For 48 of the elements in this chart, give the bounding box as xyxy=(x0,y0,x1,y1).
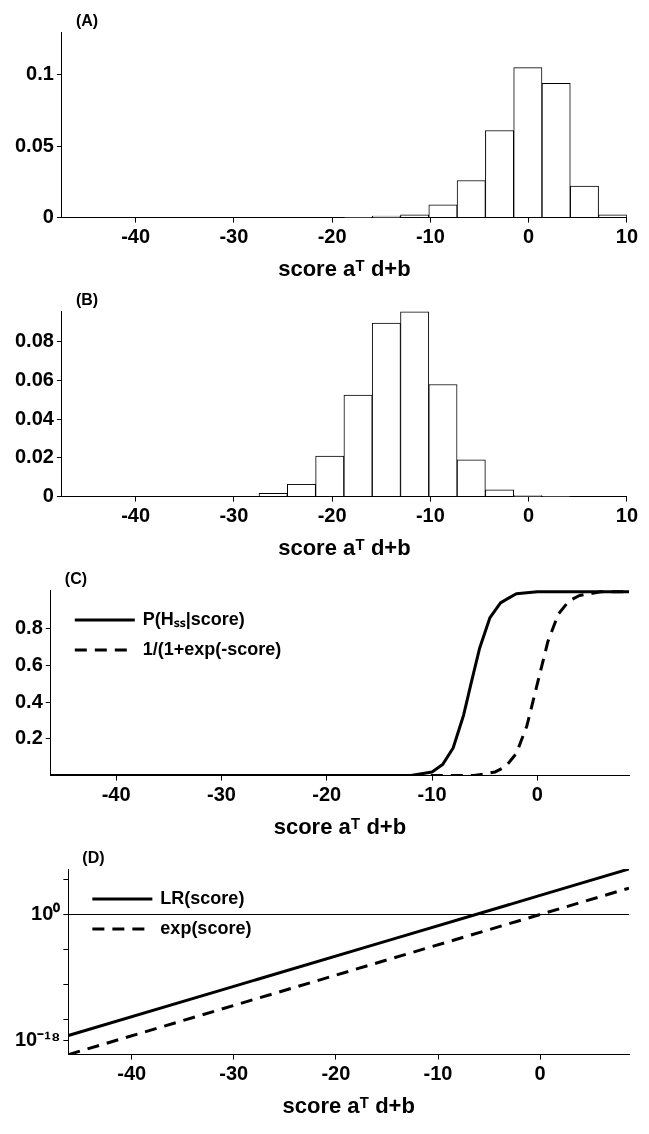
x-tick-label: -20 xyxy=(312,783,342,806)
x-tick-label: -20 xyxy=(317,225,347,248)
y-tick-label: 0.05 xyxy=(14,133,54,156)
x-tick-label: 0 xyxy=(531,783,543,806)
x-axis-title: score aᵀ d+b xyxy=(282,1092,415,1118)
x-tick-label: -30 xyxy=(219,225,249,248)
legend-label: exp(score) xyxy=(160,917,252,938)
x-tick-label: -40 xyxy=(117,1062,147,1085)
y-tick-label: 10⁻¹⁸ xyxy=(15,1027,61,1050)
legend-label: 1/(1+exp(-score) xyxy=(142,638,282,659)
x-tick-label: -10 xyxy=(417,783,447,806)
x-tick-label: -30 xyxy=(219,504,249,527)
x-tick-label: 0 xyxy=(523,225,535,248)
chart-title: (A) xyxy=(75,12,99,30)
x-tick-label: -40 xyxy=(121,504,151,527)
x-tick-label: -10 xyxy=(423,1062,453,1085)
x-axis-title: score aᵀ d+b xyxy=(273,813,407,839)
legend-label: LR(score) xyxy=(160,887,245,908)
y-tick-label: 10⁰ xyxy=(31,902,61,925)
y-tick-label: 0.1 xyxy=(26,62,54,85)
x-axis-title: score aᵀ d+b xyxy=(278,534,411,560)
x-tick-label: 0 xyxy=(523,504,535,527)
chart-title: (B) xyxy=(75,291,99,309)
x-tick-label: -10 xyxy=(415,504,445,527)
y-tick-label: 0.08 xyxy=(14,329,54,352)
y-tick-label: 0.02 xyxy=(14,445,54,468)
y-tick-label: 0.2 xyxy=(14,726,43,749)
y-tick-label: 0 xyxy=(42,205,54,228)
x-tick-label: -20 xyxy=(321,1062,351,1085)
y-tick-label: 0.06 xyxy=(14,368,54,391)
x-tick-label: 10 xyxy=(615,225,638,248)
y-tick-label: 0.04 xyxy=(14,406,55,429)
x-tick-label: -10 xyxy=(415,225,445,248)
x-tick-label: -30 xyxy=(219,1062,249,1085)
chart-title: (D) xyxy=(82,849,105,867)
x-tick-label: -30 xyxy=(206,783,236,806)
x-tick-label: -40 xyxy=(101,783,131,806)
legend-label: P(Hₛₛ|score) xyxy=(142,608,245,629)
x-tick-label: 0 xyxy=(534,1062,546,1085)
x-axis-title: score aᵀ d+b xyxy=(278,255,411,281)
x-tick-label: -40 xyxy=(121,225,151,248)
x-tick-label: -20 xyxy=(317,504,347,527)
y-tick-label: 0.4 xyxy=(14,689,44,712)
y-tick-label: 0.6 xyxy=(14,652,43,675)
y-tick-label: 0 xyxy=(42,484,54,507)
chart-title: (C) xyxy=(64,570,88,588)
y-tick-label: 0.8 xyxy=(14,616,43,639)
x-tick-label: 10 xyxy=(615,504,638,527)
